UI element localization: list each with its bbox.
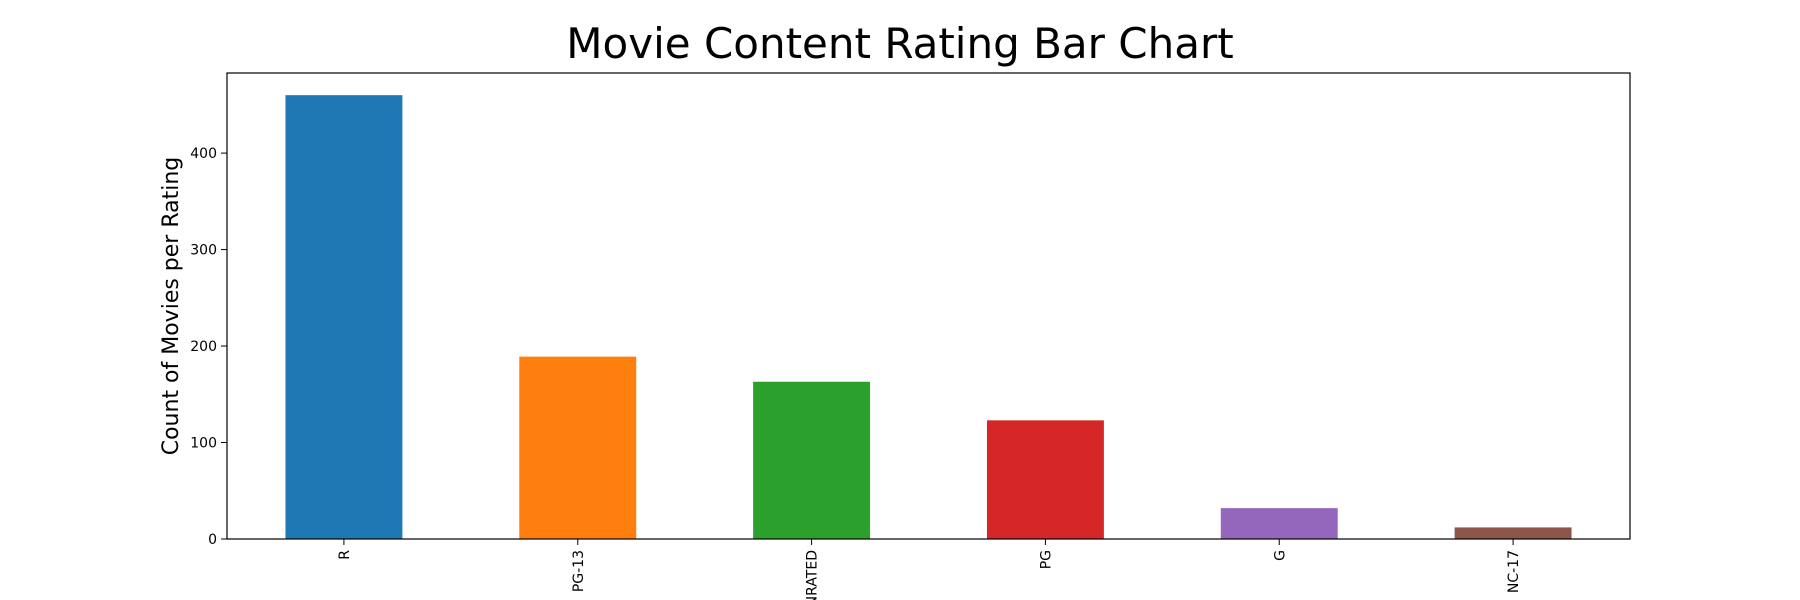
y-tick-label: 400 — [190, 146, 217, 162]
y-axis-label: Count of Movies per Rating — [159, 157, 184, 456]
bar-pg — [986, 420, 1104, 539]
x-tick-label: UNRATED — [805, 550, 821, 600]
x-tick-label: R — [337, 550, 353, 560]
y-tick-label: 200 — [190, 339, 217, 355]
bar-g — [1220, 508, 1338, 539]
x-tick-label: G — [1272, 550, 1288, 561]
x-tick-label: NC-17 — [1506, 550, 1522, 593]
y-tick-label: 100 — [190, 436, 217, 452]
plot-frame — [226, 72, 1631, 540]
y-tick-label: 300 — [190, 243, 217, 259]
bar-pg-13 — [519, 356, 637, 539]
y-tick-label: 0 — [208, 532, 217, 548]
x-axis-ticks: R PG-13 UNRATED PG G NC-17 — [337, 539, 1522, 600]
x-tick-label: PG — [1038, 550, 1054, 569]
chart-title: Movie Content Rating Bar Chart — [566, 19, 1233, 68]
bar-unrated — [753, 381, 871, 539]
bars-group — [285, 95, 1572, 539]
bar-r — [285, 95, 403, 539]
x-tick-label: PG-13 — [571, 550, 587, 592]
bar-nc-17 — [1454, 527, 1572, 539]
y-axis-ticks: 0 100 200 300 400 — [190, 146, 227, 548]
